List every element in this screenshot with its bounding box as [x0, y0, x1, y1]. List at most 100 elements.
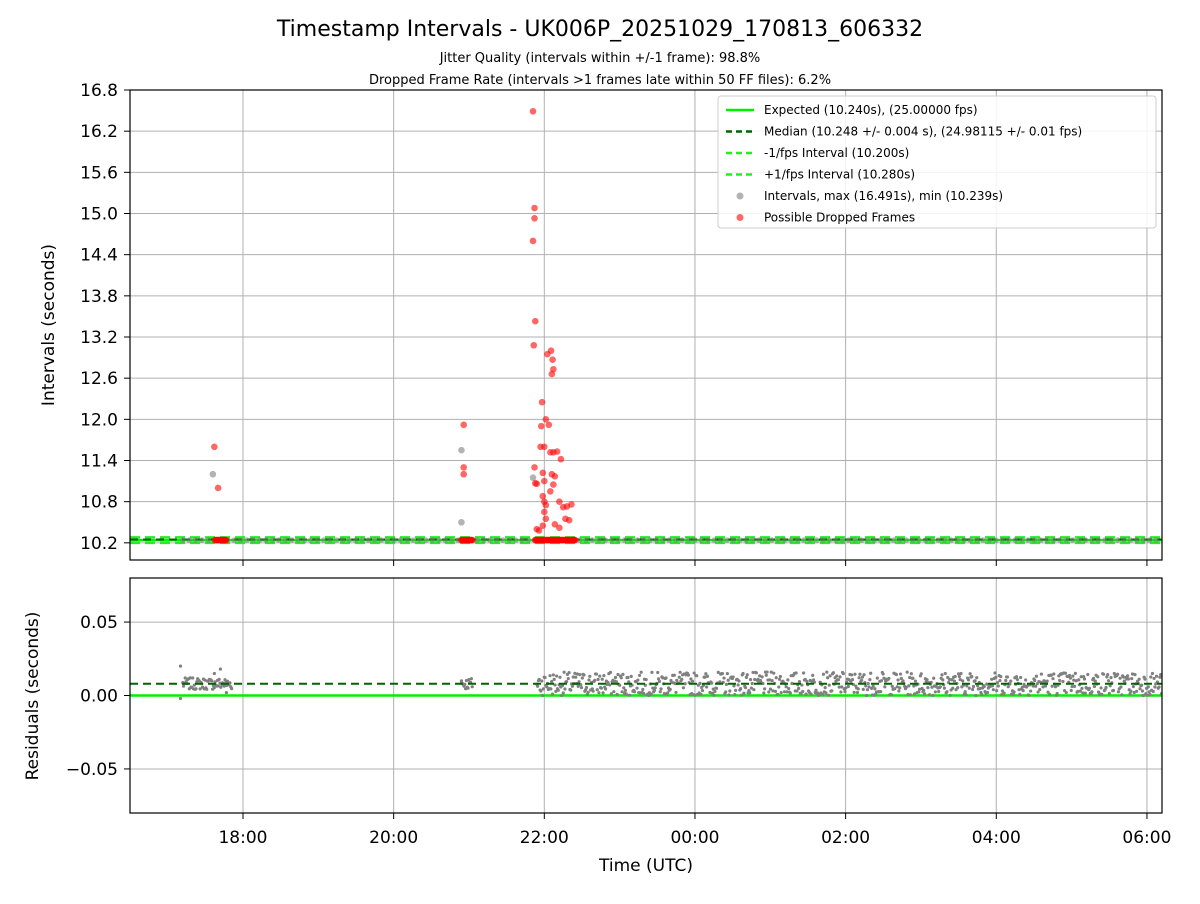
residual-point-2-559	[937, 689, 941, 694]
interval-point-117	[929, 537, 935, 543]
legend-label-1: Median (10.248 +/- 0.004 s), (24.98115 +…	[764, 125, 1082, 139]
residual-point-2-812	[1146, 685, 1150, 689]
residual-point-2-377	[786, 678, 790, 682]
residual-point-2-188	[629, 674, 633, 678]
residual-point-2-596	[967, 686, 971, 690]
interval-point-35	[404, 537, 410, 543]
residual-point-2-541	[922, 688, 926, 692]
residual-point-2-572	[947, 677, 952, 681]
residual-point-2-709	[1061, 679, 1065, 684]
residual-point-2-93	[550, 692, 555, 696]
residual-point-2-629	[995, 689, 999, 693]
interval-point-130	[1012, 537, 1018, 543]
residual-point-2-695	[1049, 673, 1053, 677]
residual-point-2-337	[753, 677, 757, 682]
bottom-plot-area	[130, 664, 1162, 701]
residual-point-2-202	[641, 687, 645, 692]
residual-point-0-51	[223, 678, 227, 682]
residual-point-0-50	[222, 684, 226, 688]
residual-point-2-95	[552, 677, 556, 681]
dropped-point-41	[551, 521, 559, 528]
residual-point-2-275	[701, 683, 705, 688]
residual-point-2-675	[1033, 678, 1037, 683]
top-y-tick-label-2: 11.4	[80, 452, 118, 472]
dropped-point-21	[539, 492, 547, 500]
residual-point-2-249	[680, 677, 684, 681]
interval-point-151	[1146, 537, 1153, 543]
residual-point-2-802	[1138, 687, 1142, 691]
bottom-y-axis-label: Residuals (seconds)	[23, 612, 43, 781]
interval-point-51	[506, 537, 513, 543]
residual-point-2-313	[733, 692, 737, 697]
residual-point-2-778	[1118, 676, 1122, 680]
residual-point-2-634	[999, 675, 1003, 679]
top-y-tick-label-0: 10.2	[80, 534, 118, 554]
residual-point-2-514	[899, 676, 903, 681]
residual-point-2-814	[1148, 692, 1152, 697]
residual-point-2-260	[689, 677, 693, 681]
residual-point-2-551	[930, 685, 934, 689]
interval-point-34	[397, 537, 404, 543]
interval-point-38	[423, 537, 429, 543]
residual-point-2-75	[536, 684, 540, 688]
interval-point-107	[865, 537, 871, 543]
interval-point-53	[519, 537, 525, 543]
residual-point-2-320	[739, 687, 743, 691]
residual-point-2-467	[860, 675, 865, 679]
residual-point-2-298	[720, 671, 724, 676]
residual-point-2-480	[871, 684, 875, 688]
residual-point-2-124	[576, 684, 580, 688]
interval-point-138	[1063, 537, 1070, 543]
interval-point-110	[884, 537, 890, 543]
residual-point-2-631	[996, 684, 1000, 688]
interval-point-150	[1140, 537, 1146, 543]
residual-point-2-335	[751, 670, 755, 675]
residual-point-2-566	[942, 686, 947, 690]
residual-point-2-182	[624, 692, 628, 696]
residual-point-2-523	[907, 684, 911, 688]
interval-outlier-2	[458, 518, 465, 526]
residual-point-2-153	[600, 677, 604, 681]
interval-point-146	[1114, 537, 1121, 543]
dropped-point-23	[542, 501, 550, 509]
interval-point-39	[429, 537, 436, 543]
residual-point-2-825	[1157, 685, 1161, 689]
residual-point-2-167	[612, 690, 616, 694]
bottom-y-tick-label-1: 0.00	[80, 687, 118, 707]
residual-point-2-618	[985, 690, 990, 695]
residual-point-0-16	[194, 687, 198, 691]
dropped-point-31	[548, 370, 556, 378]
residual-point-2-822	[1154, 674, 1159, 678]
interval-point-96	[794, 537, 801, 543]
residual-point-2-155	[602, 674, 606, 678]
residual-point-2-654	[1015, 677, 1019, 682]
residual-point-2-761	[1104, 685, 1108, 690]
interval-point-40	[436, 537, 442, 543]
residual-point-2-226	[661, 676, 665, 680]
residual-point-1-72	[469, 677, 473, 681]
residual-point-2-300	[722, 676, 726, 680]
residual-point-2-513	[898, 672, 903, 676]
residual-point-2-94	[551, 673, 555, 677]
residual-point-2-432	[831, 671, 836, 675]
interval-point-104	[845, 537, 852, 543]
residual-point-2-660	[1020, 685, 1024, 689]
top-y-tick-label-8: 15.0	[80, 205, 118, 225]
residual-point-2-288	[712, 693, 716, 697]
residual-point-2-584	[957, 674, 961, 679]
residual-point-2-475	[867, 685, 871, 689]
interval-point-142	[1089, 537, 1095, 543]
bottom-x-tick-label-0: 18:00	[218, 828, 267, 848]
residual-point-2-499	[887, 676, 891, 681]
dropped-point-26	[539, 522, 547, 529]
residual-point-2-134	[584, 685, 589, 690]
residual-point-2-804	[1140, 683, 1144, 687]
residual-point-2-633	[998, 678, 1002, 683]
residual-point-2-221	[656, 677, 661, 681]
residual-point-2-472	[864, 693, 869, 698]
top-y-tick-label-10: 16.2	[80, 122, 118, 142]
bottom-x-tick-label-1: 20:00	[369, 828, 418, 848]
residual-point-2-650	[1012, 690, 1016, 694]
interval-point-42	[448, 537, 455, 543]
residual-point-2-311	[731, 675, 735, 679]
